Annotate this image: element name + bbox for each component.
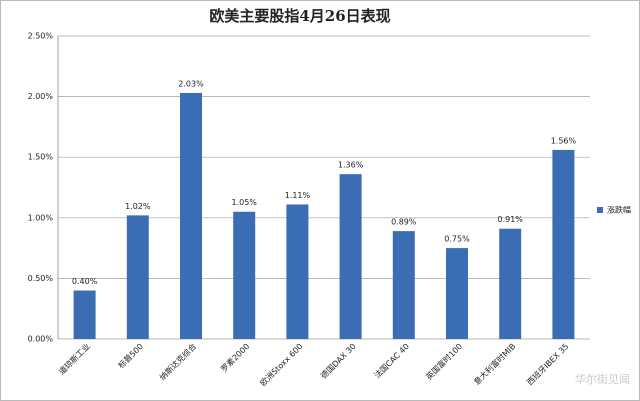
y-tick-label: 2.50%: [28, 32, 54, 41]
y-tick-label: 2.00%: [28, 92, 54, 101]
bar: [286, 204, 309, 339]
watermark: 华尔街见闻: [575, 372, 630, 386]
y-tick-label: 1.50%: [28, 153, 54, 162]
y-tick-label: 0.50%: [28, 274, 54, 283]
bar: [339, 174, 362, 339]
y-tick-label: 1.00%: [28, 213, 54, 222]
value-label: 0.40%: [72, 277, 98, 286]
value-label: 1.05%: [231, 198, 257, 207]
value-label: 0.91%: [497, 215, 523, 224]
legend-swatch: [597, 207, 603, 213]
bar: [552, 149, 575, 339]
value-label: 1.11%: [285, 191, 311, 200]
y-tick-label: 0.00%: [28, 335, 54, 344]
value-label: 1.36%: [338, 161, 364, 170]
bar: [392, 231, 415, 339]
bar: [446, 248, 468, 339]
bar: [126, 215, 149, 339]
chart-title: 欧美主要股指4月26日表现: [209, 7, 390, 25]
value-label: 2.03%: [178, 79, 204, 88]
value-label: 0.89%: [391, 218, 417, 227]
legend-label: 涨跌幅: [607, 205, 631, 215]
bar: [499, 228, 522, 339]
value-label: 1.56%: [551, 136, 577, 145]
bar: [73, 290, 96, 339]
value-label: 1.02%: [125, 202, 151, 211]
bar: [180, 92, 202, 340]
bar: [233, 211, 256, 339]
value-label: 0.75%: [444, 235, 470, 244]
